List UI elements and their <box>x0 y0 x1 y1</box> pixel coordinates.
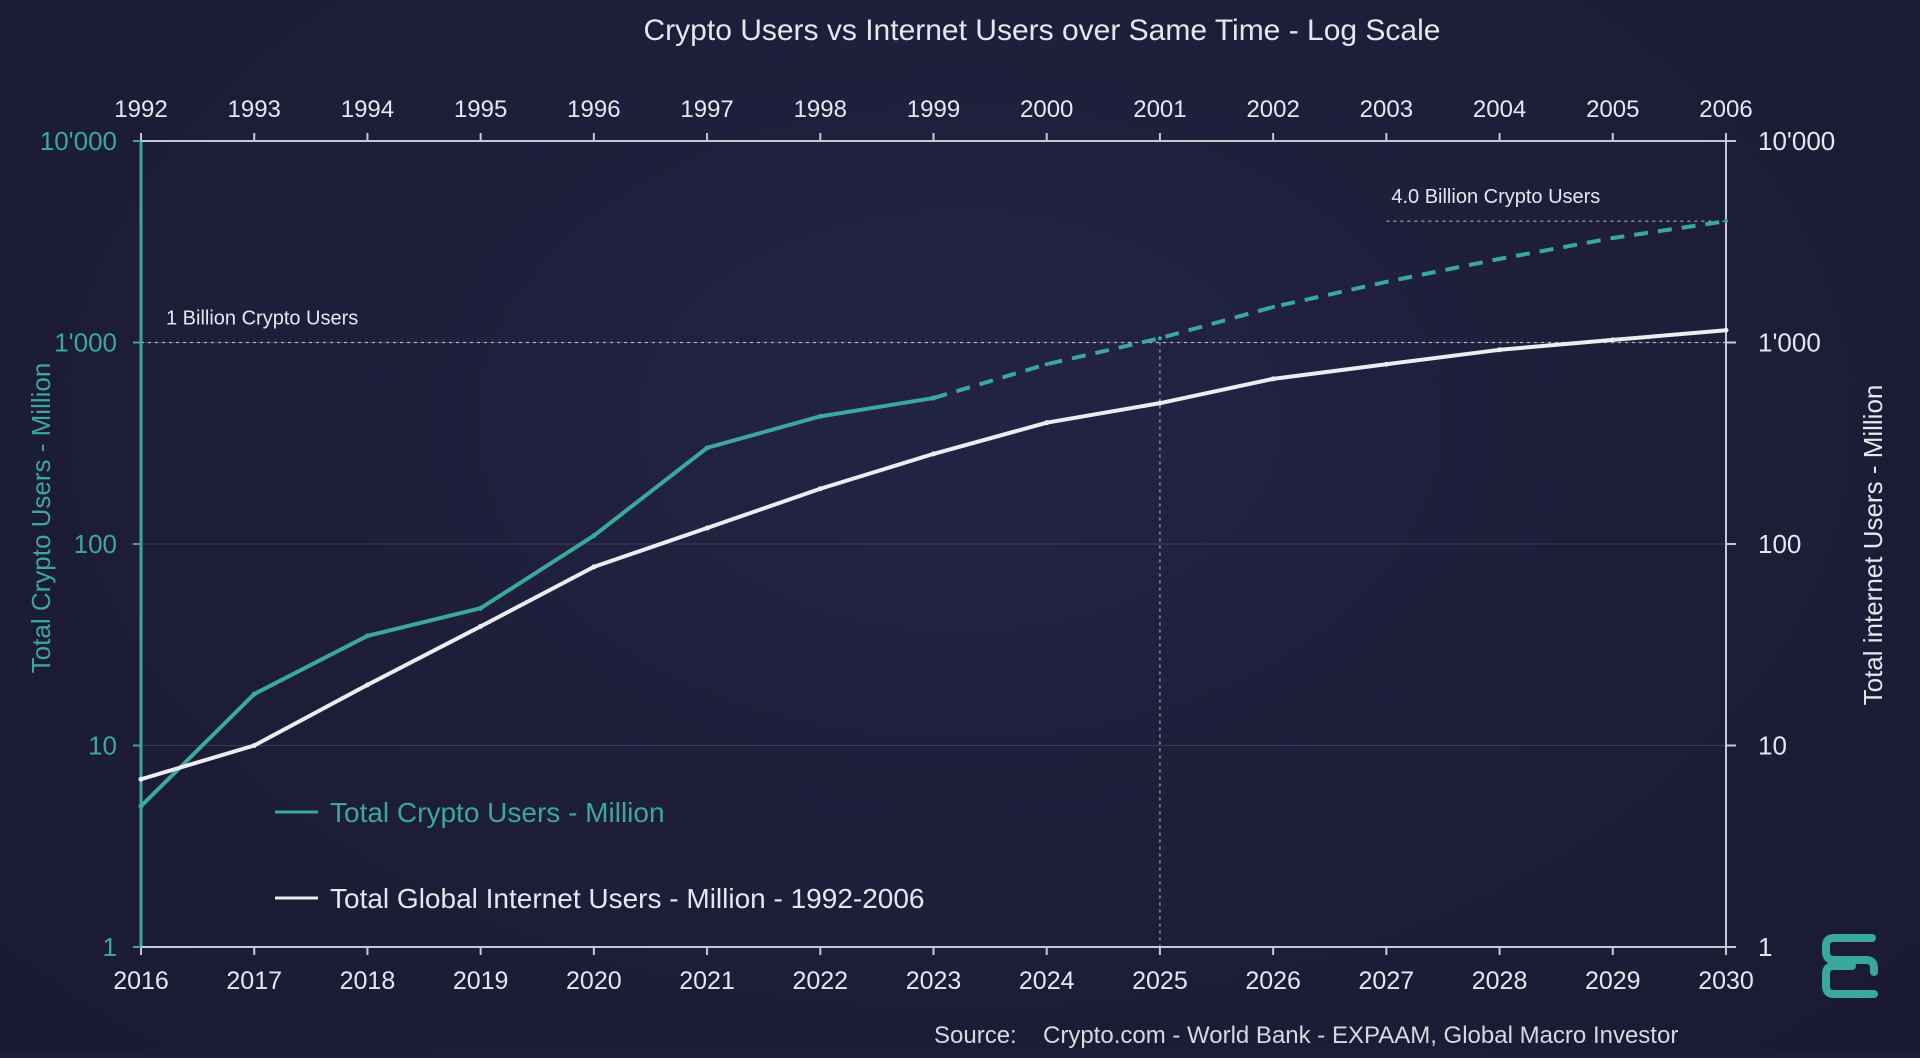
x-top-tick-label: 1992 <box>114 96 167 123</box>
crypto-projected-point <box>1044 362 1049 367</box>
x-top-tick-label: 1998 <box>794 96 847 123</box>
x-top-tick-label: 1995 <box>454 96 507 123</box>
x-top-tick-label: 2004 <box>1473 96 1526 123</box>
crypto-projected-point <box>1724 219 1728 224</box>
grid-layer <box>141 342 1726 746</box>
x-bottom-tick-label: 2027 <box>1359 967 1415 995</box>
legend-label-crypto: Total Crypto Users - Million <box>330 797 665 828</box>
internet-users-point <box>1383 361 1389 367</box>
internet-users-point <box>478 623 484 629</box>
crypto-actual-line <box>139 396 936 809</box>
crypto-actual-point <box>704 445 710 451</box>
y-right-tick-label: 100 <box>1758 529 1801 559</box>
internet-users-point <box>817 486 823 492</box>
x-bottom-tick-label: 2021 <box>679 967 735 995</box>
y-right-tick-label: 10'000 <box>1758 126 1835 156</box>
internet-users-point <box>138 776 144 782</box>
internet-users-point <box>1157 400 1163 406</box>
x-top-tick-label: 1994 <box>341 96 394 123</box>
crypto-projected-point <box>1384 279 1389 284</box>
x-bottom-tick-label: 2019 <box>453 967 509 995</box>
crypto-actual-point <box>817 413 823 419</box>
x-bottom-tick-label: 2024 <box>1019 967 1075 995</box>
x-top-tick-label: 2001 <box>1133 96 1186 123</box>
internet-users-point <box>591 564 597 570</box>
crypto-projected-point <box>1271 305 1276 310</box>
axes-layer: 2016 2017 2018 2019 2020 2021 2022 2023 2024 2025… <box>40 96 1836 995</box>
x-top-tick-label: 1997 <box>680 96 733 123</box>
x-top-tick-label: 1993 <box>228 96 281 123</box>
y-right-tick-label: 1 <box>1758 932 1772 962</box>
x-bottom-tick-label: 2016 <box>113 967 169 995</box>
x-bottom-tick-label: 2029 <box>1585 967 1641 995</box>
crypto-actual-point <box>591 533 597 539</box>
x-top-tick-label: 1999 <box>907 96 960 123</box>
internet-users-point <box>1270 376 1276 382</box>
y-right-tick-label: 10 <box>1758 731 1787 761</box>
x-top-tick-label: 2003 <box>1360 96 1413 123</box>
legend-label-internet: Total Global Internet Users - Million - … <box>330 883 925 914</box>
x-bottom-tick-label: 2028 <box>1472 967 1528 995</box>
internet-users-point <box>1044 420 1050 426</box>
crypto-actual-point <box>478 605 484 611</box>
crypto-actual-point <box>138 803 144 809</box>
x-top-tick-label: 2000 <box>1020 96 1073 123</box>
internet-users-point <box>1723 327 1729 333</box>
x-bottom-tick-label: 2022 <box>792 967 848 995</box>
y-left-tick-label: 100 <box>74 529 117 559</box>
y-left-tick-label: 1 <box>103 932 117 962</box>
y-axis-left-label: Total Crypto Users - Million <box>26 363 56 674</box>
annotation-label: 1 Billion Crypto Users <box>166 308 358 330</box>
annotation-label: 4.0 Billion Crypto Users <box>1391 186 1600 208</box>
source-text: Crypto.com - World Bank - EXPAAM, Global… <box>1043 1022 1678 1049</box>
x-bottom-tick-label: 2018 <box>340 967 396 995</box>
source-label: Source: <box>934 1022 1017 1049</box>
x-top-tick-label: 2005 <box>1586 96 1639 123</box>
crypto-projected-line <box>932 219 1727 400</box>
annotation-layer: 1 Billion Crypto Users 4.0 Billion Crypto… <box>141 186 1726 947</box>
y-left-tick-label: 1'000 <box>54 328 117 358</box>
crypto-projected-point <box>1610 236 1615 241</box>
legend: Total Crypto Users - Million Total Global… <box>275 797 925 914</box>
y-right-tick-label: 1'000 <box>1758 328 1821 358</box>
y-left-tick-label: 10 <box>88 731 117 761</box>
x-bottom-tick-label: 2023 <box>906 967 962 995</box>
x-top-tick-label: 2006 <box>1699 96 1752 123</box>
crypto-actual-point <box>251 691 257 697</box>
crypto-projected-point <box>1497 256 1502 261</box>
internet-users-point <box>251 743 257 748</box>
internet-users-point <box>364 682 370 688</box>
internet-users-point <box>1497 347 1503 353</box>
internet-users-point <box>1610 337 1616 343</box>
x-bottom-tick-label: 2025 <box>1132 967 1188 995</box>
stacked-e-logo-icon <box>1822 934 1878 998</box>
internet-users-point <box>704 525 710 531</box>
x-top-tick-label: 2002 <box>1246 96 1299 123</box>
x-top-tick-label: 1996 <box>567 96 620 123</box>
crypto-projected-point <box>1157 336 1162 341</box>
x-bottom-tick-label: 2020 <box>566 967 622 995</box>
x-bottom-tick-label: 2026 <box>1245 967 1301 995</box>
series-layer <box>138 219 1729 809</box>
y-left-tick-label: 10'000 <box>40 126 117 156</box>
x-bottom-tick-label: 2030 <box>1698 967 1754 995</box>
crypto-actual-point <box>364 633 370 639</box>
y-axis-right-label: Total internet Users - Million <box>1858 385 1888 706</box>
internet-users-point <box>931 451 936 457</box>
x-bottom-tick-label: 2017 <box>226 967 282 995</box>
chart-title: Crypto Users vs Internet Users over Same… <box>644 14 1441 47</box>
